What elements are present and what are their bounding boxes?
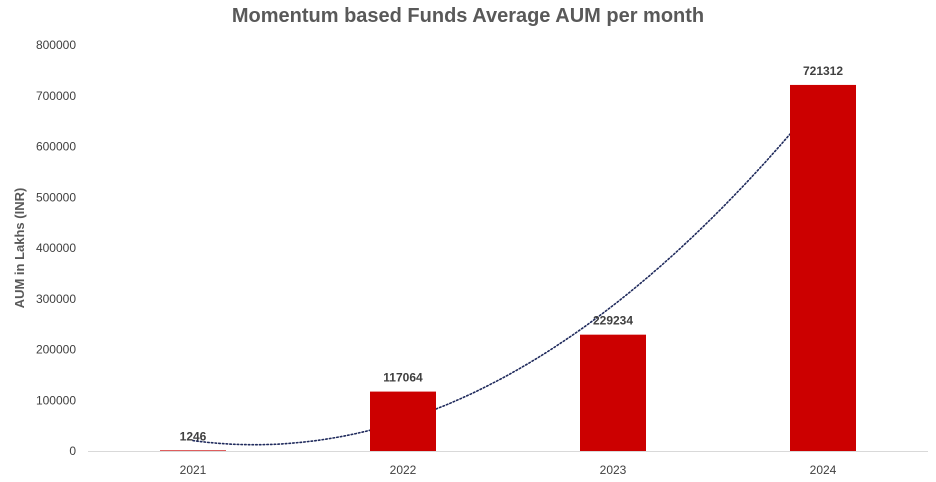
y-tick-label: 100000 [36, 393, 76, 407]
y-tick-label: 0 [69, 444, 76, 458]
y-tick-label: 600000 [36, 140, 76, 154]
y-tick-label: 400000 [36, 241, 76, 255]
x-tick-label: 2024 [810, 463, 837, 477]
trendline [192, 93, 824, 446]
y-tick-label: 300000 [36, 292, 76, 306]
y-tick-label: 200000 [36, 343, 76, 357]
bar-2022 [370, 391, 436, 451]
y-tick-label: 800000 [36, 38, 76, 52]
y-axis-label: AUM in Lakhs (INR) [12, 188, 27, 309]
bars [160, 84, 856, 452]
y-tick-label: 500000 [36, 190, 76, 204]
x-tick-label: 2022 [390, 463, 417, 477]
data-label: 229234 [593, 314, 633, 328]
x-tick-label: 2021 [180, 463, 207, 477]
y-tick-label: 700000 [36, 89, 76, 103]
data-label: 117064 [383, 371, 423, 385]
x-axis-ticks: 2021 2022 2023 2024 [180, 463, 837, 477]
chart-title: Momentum based Funds Average AUM per mon… [232, 5, 704, 27]
y-axis-ticks: 0 100000 200000 300000 400000 500000 600000 700… [36, 38, 76, 458]
bar-2021 [160, 450, 226, 452]
data-labels: 1246 117064 229234 721312 [180, 64, 844, 443]
bar-2023 [580, 334, 646, 451]
x-tick-label: 2023 [600, 463, 627, 477]
data-label: 1246 [180, 429, 207, 443]
trendline-path [192, 93, 824, 446]
bar-2024 [790, 84, 856, 452]
data-label: 721312 [803, 64, 843, 78]
